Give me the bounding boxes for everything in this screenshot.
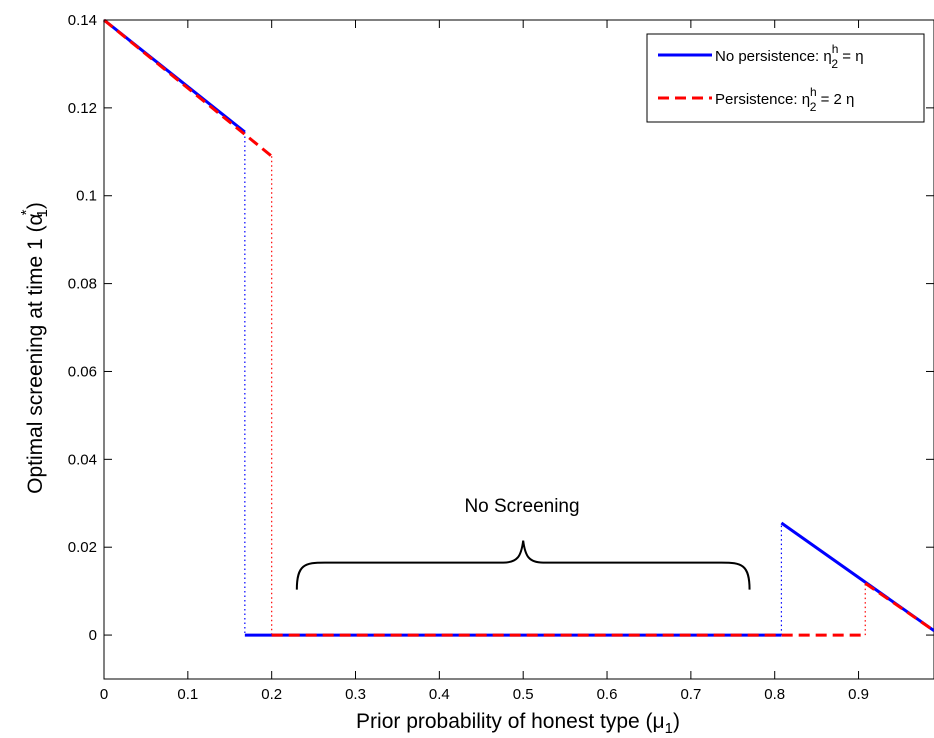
x-tick-label: 0.4 <box>429 686 450 703</box>
x-tick-label: 0.2 <box>261 686 282 703</box>
x-tick-label: 0.9 <box>848 686 869 703</box>
no-screening-annotation: No Screening <box>295 496 751 590</box>
legend-label-no-persistence: No persistence: ηh 2 = η <box>715 42 864 71</box>
plot-area <box>103 18 934 680</box>
legend: No persistence: ηh 2 = η Persistence: ηh 2… <box>646 33 925 123</box>
no-screening-label: No Screening <box>464 496 579 517</box>
y-tick-label: 0 <box>89 627 97 644</box>
y-tick-label: 0.04 <box>68 451 97 468</box>
legend-box <box>646 33 925 123</box>
x-tick-label: 0.5 <box>513 686 534 703</box>
y-tick-label: 0.14 <box>68 12 97 29</box>
x-tick-label: 0.7 <box>680 686 701 703</box>
legend-label-persistence: Persistence: ηh 2 = 2 η <box>715 85 854 114</box>
x-axis-title: Prior probability of honest type (μ1) <box>356 710 680 737</box>
x-tick-label: 0.1 <box>177 686 198 703</box>
y-tick-label: 0.06 <box>68 363 97 380</box>
x-tick-label: 0 <box>100 686 108 703</box>
y-tick-label: 0.02 <box>68 539 97 556</box>
y-tick-label: 0.08 <box>68 276 97 293</box>
no-screening-brace <box>295 540 751 590</box>
series-persistence-segment <box>864 581 934 632</box>
x-tick-label: 0.8 <box>764 686 785 703</box>
x-tick-label: 0.3 <box>345 686 366 703</box>
y-tick-label: 0.12 <box>68 100 97 117</box>
series-persistence-segment <box>103 18 273 158</box>
ticks: 0 0.1 0.2 0.3 0.4 0.5 0.6 0.7 0.8 0.9 0 0.02 0.04 0.0… <box>68 12 934 703</box>
x-tick-label: 0.6 <box>597 686 618 703</box>
y-tick-label: 0.1 <box>76 188 97 205</box>
y-axis-title: Optimal screening at time 1 (α*1) <box>18 202 51 494</box>
